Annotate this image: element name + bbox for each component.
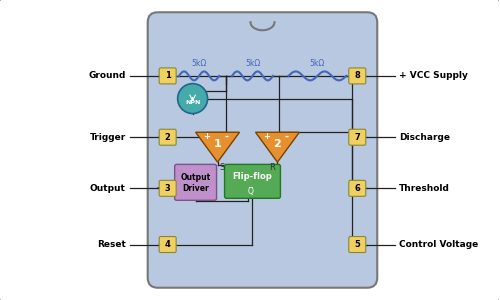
Text: +: + xyxy=(263,132,270,141)
Text: 5: 5 xyxy=(354,240,360,249)
Text: 8: 8 xyxy=(354,71,360,80)
Text: S: S xyxy=(220,163,225,172)
Text: 7: 7 xyxy=(354,133,360,142)
Text: 2: 2 xyxy=(274,139,281,149)
Text: Threshold: Threshold xyxy=(399,184,450,193)
Text: 5kΩ: 5kΩ xyxy=(310,59,325,68)
FancyBboxPatch shape xyxy=(159,129,176,145)
Text: 2: 2 xyxy=(164,133,170,142)
Text: R: R xyxy=(270,163,276,172)
FancyBboxPatch shape xyxy=(159,236,176,253)
FancyBboxPatch shape xyxy=(349,68,366,84)
Text: Driver: Driver xyxy=(182,184,209,193)
Text: -: - xyxy=(284,132,288,142)
Text: Discharge: Discharge xyxy=(399,133,450,142)
Text: Ground: Ground xyxy=(88,71,126,80)
FancyBboxPatch shape xyxy=(349,236,366,253)
Text: 1: 1 xyxy=(164,71,170,80)
Text: +: + xyxy=(203,132,210,141)
Text: Flip-flop: Flip-flop xyxy=(232,172,272,181)
Text: 6: 6 xyxy=(354,184,360,193)
FancyBboxPatch shape xyxy=(159,180,176,196)
Text: NPN: NPN xyxy=(185,100,200,105)
FancyBboxPatch shape xyxy=(349,129,366,145)
FancyBboxPatch shape xyxy=(159,68,176,84)
Text: Reset: Reset xyxy=(97,240,126,249)
Text: Q̅: Q̅ xyxy=(248,187,254,196)
Text: 4: 4 xyxy=(164,240,170,249)
Text: Trigger: Trigger xyxy=(90,133,126,142)
FancyBboxPatch shape xyxy=(349,180,366,196)
Polygon shape xyxy=(196,132,240,162)
Text: Output: Output xyxy=(180,173,210,182)
FancyBboxPatch shape xyxy=(148,12,377,288)
Circle shape xyxy=(178,84,208,114)
Text: Output: Output xyxy=(90,184,126,193)
Text: Control Voltage: Control Voltage xyxy=(399,240,478,249)
Text: + VCC Supply: + VCC Supply xyxy=(399,71,468,80)
FancyBboxPatch shape xyxy=(174,164,216,200)
Text: 1: 1 xyxy=(214,139,222,149)
Text: -: - xyxy=(224,132,228,142)
Polygon shape xyxy=(256,132,300,162)
Text: 5kΩ: 5kΩ xyxy=(192,59,206,68)
Text: 5kΩ: 5kΩ xyxy=(245,59,260,68)
Text: 3: 3 xyxy=(165,184,170,193)
FancyBboxPatch shape xyxy=(224,164,280,198)
